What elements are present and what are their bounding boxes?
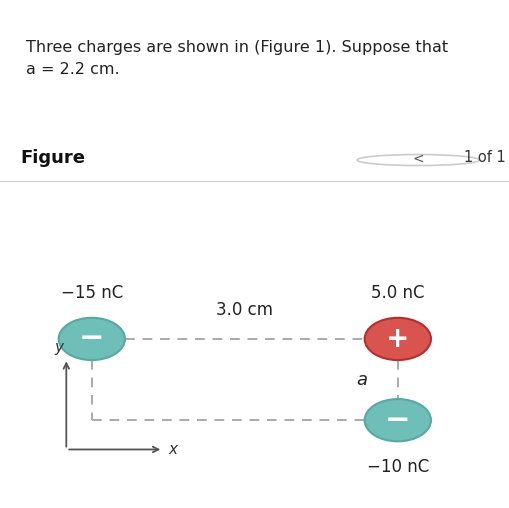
Text: 1 of 1: 1 of 1 <box>463 150 505 165</box>
Text: a: a <box>356 370 367 389</box>
Circle shape <box>356 154 478 166</box>
Circle shape <box>364 399 430 441</box>
Text: −: − <box>384 406 410 435</box>
Text: 3.0 cm: 3.0 cm <box>216 301 273 320</box>
Circle shape <box>364 318 430 360</box>
Text: Figure: Figure <box>20 149 85 167</box>
Text: 5.0 nC: 5.0 nC <box>371 283 423 302</box>
Text: x: x <box>168 442 177 457</box>
Text: y: y <box>54 340 63 355</box>
Text: −10 nC: −10 nC <box>366 458 428 475</box>
Text: Three charges are shown in (Figure 1). Suppose that
a = 2.2 cm.: Three charges are shown in (Figure 1). S… <box>25 40 447 77</box>
Text: <: < <box>412 152 423 166</box>
Text: −15 nC: −15 nC <box>61 283 123 302</box>
Text: +: + <box>385 325 409 353</box>
Text: −: − <box>79 325 104 354</box>
Circle shape <box>59 318 125 360</box>
